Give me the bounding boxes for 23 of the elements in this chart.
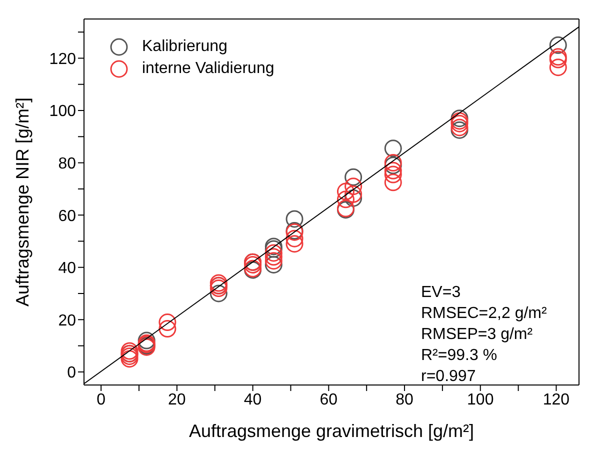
y-tick-label: 60	[58, 208, 76, 225]
x-tick-label: 0	[96, 391, 106, 408]
annotation: RMSEC=2,2 g/m²	[421, 304, 547, 324]
y-tick-label: 20	[58, 312, 76, 330]
legend-label: interne Validierung	[142, 59, 274, 79]
x-axis-title: Auftragsmenge gravimetrisch [g/m²]	[188, 421, 474, 441]
x-tick-label: 80	[396, 391, 414, 408]
y-tick-label: 0	[67, 364, 76, 382]
annotation: EV=3	[421, 283, 462, 303]
y-tick-label: 120	[49, 50, 76, 68]
legend-label: Kalibrierung	[142, 37, 228, 57]
annotation: RMSEP=3 g/m²	[421, 325, 534, 345]
y-axis-title: Auftragsmenge NIR [g/m²]	[12, 97, 32, 307]
x-tick-label: 60	[320, 391, 338, 408]
x-tick-label: 40	[244, 391, 262, 408]
x-tick-label: 20	[168, 391, 186, 408]
x-tick-label: 120	[542, 391, 570, 408]
y-tick-label: 100	[49, 103, 76, 120]
y-tick-label: 40	[58, 260, 76, 278]
x-tick-label: 100	[467, 391, 494, 408]
annotation: r=0.997	[421, 367, 477, 387]
y-tick-label: 80	[58, 155, 76, 172]
annotation: R²=99.3 %	[421, 346, 498, 366]
